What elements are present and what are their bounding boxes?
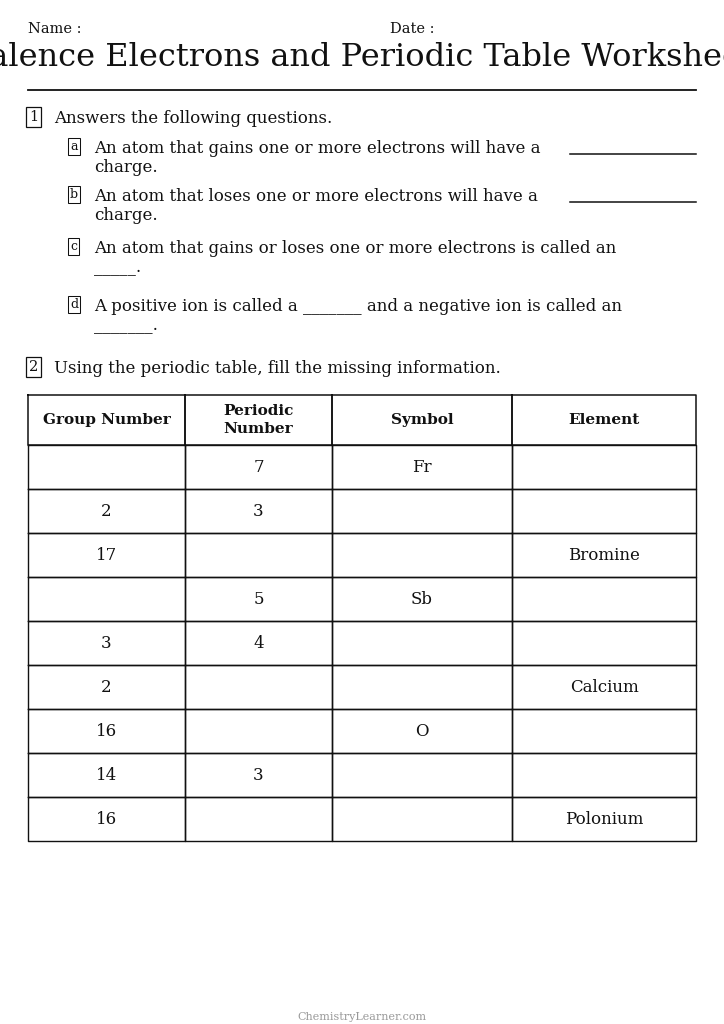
Text: a: a — [70, 140, 77, 153]
Text: 2: 2 — [101, 679, 111, 695]
Text: b: b — [70, 188, 78, 201]
Text: An atom that loses one or more electrons will have a: An atom that loses one or more electrons… — [94, 188, 538, 205]
Text: Periodic
Number: Periodic Number — [223, 404, 294, 435]
Text: 3: 3 — [253, 767, 264, 783]
Text: charge.: charge. — [94, 159, 158, 176]
Text: Answers the following questions.: Answers the following questions. — [54, 110, 332, 127]
Text: Polonium: Polonium — [565, 811, 644, 827]
Text: 1: 1 — [29, 110, 38, 124]
Text: 16: 16 — [96, 723, 117, 739]
Text: _____.: _____. — [94, 259, 141, 276]
Text: 14: 14 — [96, 767, 117, 783]
Text: 3: 3 — [253, 503, 264, 519]
Text: charge.: charge. — [94, 207, 158, 224]
Text: 7: 7 — [253, 459, 264, 475]
Text: Valence Electrons and Periodic Table Worksheet: Valence Electrons and Periodic Table Wor… — [0, 42, 724, 73]
Text: O: O — [416, 723, 429, 739]
Text: Date :: Date : — [390, 22, 434, 36]
Text: d: d — [70, 298, 78, 311]
Text: A positive ion is called a _______ and a negative ion is called an: A positive ion is called a _______ and a… — [94, 298, 622, 315]
Text: 3: 3 — [101, 635, 111, 651]
Text: ChemistryLearner.com: ChemistryLearner.com — [298, 1012, 426, 1022]
Text: 17: 17 — [96, 547, 117, 563]
Text: 4: 4 — [253, 635, 264, 651]
Text: Group Number: Group Number — [43, 413, 170, 427]
Text: Sb: Sb — [411, 591, 433, 607]
Text: 2: 2 — [101, 503, 111, 519]
Text: An atom that gains or loses one or more electrons is called an: An atom that gains or loses one or more … — [94, 240, 616, 257]
Text: 16: 16 — [96, 811, 117, 827]
Text: Calcium: Calcium — [570, 679, 639, 695]
Text: Symbol: Symbol — [391, 413, 453, 427]
Text: Fr: Fr — [412, 459, 432, 475]
Text: c: c — [70, 240, 77, 253]
Text: 5: 5 — [253, 591, 264, 607]
Text: Using the periodic table, fill the missing information.: Using the periodic table, fill the missi… — [54, 360, 501, 377]
Text: Bromine: Bromine — [568, 547, 640, 563]
Text: Name :: Name : — [28, 22, 82, 36]
Text: 2: 2 — [29, 360, 38, 374]
Text: _______.: _______. — [94, 317, 158, 334]
Text: Element: Element — [568, 413, 640, 427]
Text: An atom that gains one or more electrons will have a: An atom that gains one or more electrons… — [94, 140, 541, 157]
